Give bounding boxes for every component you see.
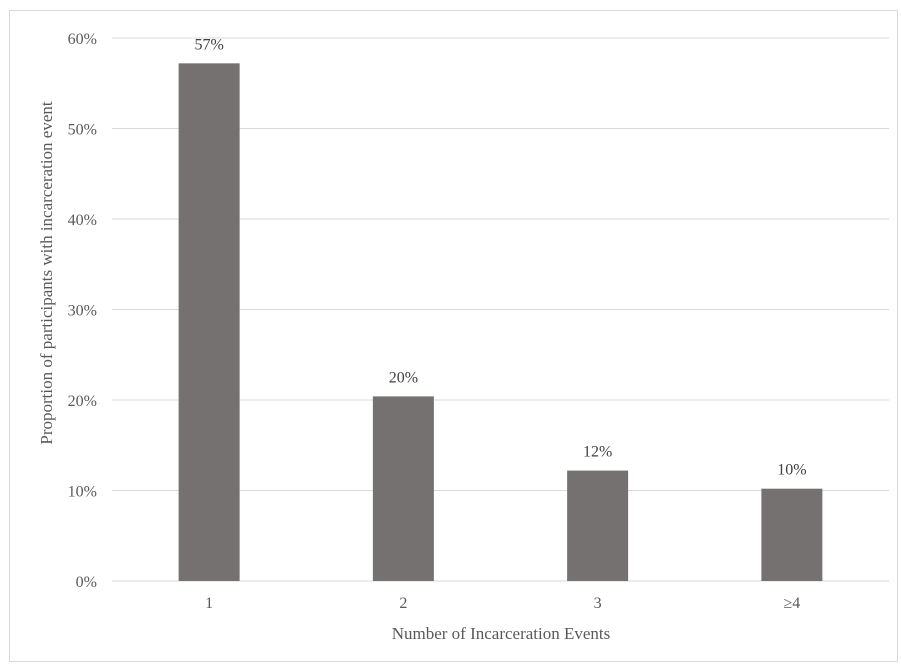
bars xyxy=(178,63,823,581)
y-tick-label: 20% xyxy=(68,393,97,410)
y-tick-label: 50% xyxy=(68,122,97,139)
data-label: 20% xyxy=(389,369,418,386)
y-axis-ticks: 0% 10% 20% 30% 40% 50% 60% xyxy=(68,31,97,591)
y-tick-label: 10% xyxy=(68,484,97,501)
x-tick-label: 1 xyxy=(205,595,213,612)
data-labels: 57% 20% 12% 10% xyxy=(194,36,806,478)
bar-2 xyxy=(372,396,434,581)
y-tick-label: 60% xyxy=(68,31,97,48)
data-label: 12% xyxy=(583,444,612,461)
y-tick-label: 0% xyxy=(76,574,97,591)
y-tick-label: 40% xyxy=(68,212,97,229)
bar-3 xyxy=(567,470,629,581)
x-tick-label: ≥4 xyxy=(783,595,800,612)
data-label: 10% xyxy=(777,462,806,479)
gridlines xyxy=(112,37,889,582)
data-label: 57% xyxy=(194,36,223,53)
x-tick-label: 2 xyxy=(399,595,407,612)
x-axis-ticks: 1 2 3 ≥4 xyxy=(205,595,800,612)
chart-frame xyxy=(9,10,898,662)
bar-1 xyxy=(178,63,240,581)
bar-4 xyxy=(761,488,823,581)
y-axis-title: Proportion of participants with incarcer… xyxy=(37,101,56,444)
x-tick-label: 3 xyxy=(594,595,602,612)
y-tick-label: 30% xyxy=(68,303,97,320)
x-axis-title: Number of Incarceration Events xyxy=(392,624,611,643)
